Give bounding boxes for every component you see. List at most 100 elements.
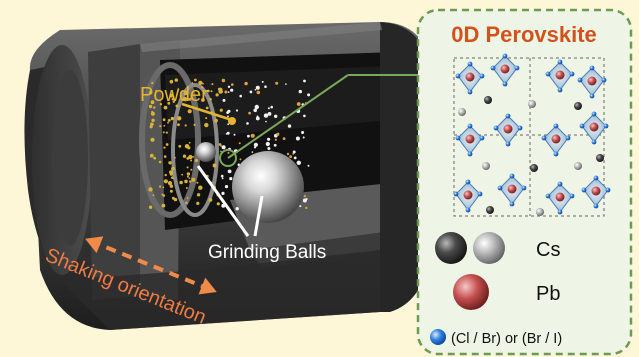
halide-atom <box>581 187 587 193</box>
cs-atom <box>574 162 582 170</box>
powder-particle <box>253 142 258 147</box>
powder-particle <box>163 179 168 184</box>
cs-atom <box>596 154 604 162</box>
halide-atom <box>455 135 461 141</box>
legend-cs: Cs <box>435 232 560 264</box>
powder-particle <box>299 205 302 208</box>
halide-atom <box>493 125 499 131</box>
powder-particle <box>182 154 187 158</box>
powder-particle <box>169 189 173 193</box>
powder-particle <box>227 115 229 118</box>
powder-particle <box>301 131 305 134</box>
powder-particle <box>267 112 272 116</box>
powder-particle <box>163 146 166 149</box>
powder-particle <box>148 205 153 209</box>
legend-pb-label: Pb <box>536 283 560 305</box>
powder-particle <box>215 93 219 97</box>
halide-atom <box>565 135 571 141</box>
legend-halide: (Cl / Br) or (Br / I) <box>430 329 562 347</box>
powder-particle <box>177 116 182 121</box>
powder-particle <box>205 106 209 110</box>
powder-particle <box>149 153 154 158</box>
powder-particle <box>216 202 220 206</box>
cs-atom <box>484 96 492 104</box>
cs-atom <box>486 206 494 214</box>
halide-atom <box>490 65 496 71</box>
powder-particle <box>220 150 222 153</box>
pb-atom-icon <box>453 274 489 310</box>
powder-particle <box>184 144 190 149</box>
powder-particle <box>153 106 156 109</box>
powder-particle <box>224 90 228 94</box>
powder-particle <box>298 89 302 94</box>
powder-particle <box>188 177 191 180</box>
powder-particle <box>270 105 274 109</box>
powder-particle <box>169 93 174 98</box>
halide-atom <box>605 187 611 193</box>
pb-atom <box>551 134 561 144</box>
powder-particle <box>181 173 184 176</box>
powder-particle <box>208 198 213 202</box>
powder-particle <box>169 79 174 84</box>
powder-particle <box>161 203 166 208</box>
halide-atom <box>465 179 471 185</box>
powder-particle <box>217 87 220 90</box>
pb-atom <box>463 190 473 200</box>
powder-particle <box>188 154 193 160</box>
powder-particle <box>186 172 191 176</box>
powder-particle <box>148 104 153 109</box>
powder-particle <box>167 181 173 186</box>
halide-atom <box>497 185 503 191</box>
powder-particle <box>261 80 264 83</box>
powder-particle <box>254 104 259 110</box>
halide-atom <box>557 181 563 187</box>
powder-particle <box>265 141 270 147</box>
powder-particle <box>179 180 183 185</box>
powder-particle <box>295 136 300 141</box>
powder-particle <box>229 177 233 181</box>
powder-particle <box>170 116 175 121</box>
powder-particle <box>167 119 171 122</box>
cs-atom <box>458 108 466 116</box>
powder-particle <box>285 83 287 85</box>
powder-particle <box>293 156 297 160</box>
halide-atom <box>465 207 471 213</box>
powder-particle <box>186 166 189 169</box>
powder-particle <box>151 81 154 85</box>
powder-particle <box>287 124 292 128</box>
powder-particle <box>249 90 253 94</box>
powder-particle <box>171 196 175 200</box>
powder-particle <box>162 186 165 189</box>
powder-particle <box>171 176 174 179</box>
powder-particle <box>174 78 178 82</box>
powder-particle <box>246 122 249 125</box>
powder-particle <box>224 185 229 189</box>
powder-particle <box>185 187 188 189</box>
powder-particle <box>202 82 204 85</box>
powder-particle <box>189 110 192 113</box>
powder-particle <box>163 105 168 110</box>
powder-particle <box>221 191 225 195</box>
powder-particle <box>201 98 205 102</box>
halide-atom <box>509 173 515 179</box>
halide-atom <box>505 113 511 119</box>
powder-particle <box>226 131 230 135</box>
powder-particle <box>250 133 255 138</box>
powder-particle <box>159 103 163 106</box>
powder-particle <box>171 166 175 171</box>
pb-atom <box>587 76 597 86</box>
pb-atom <box>555 70 565 80</box>
powder-particle <box>227 151 230 154</box>
powder-particle <box>214 118 218 123</box>
halide-atom <box>467 151 473 157</box>
halide-atom <box>509 201 515 207</box>
powder-particle <box>292 153 294 155</box>
powder-particle <box>253 146 257 149</box>
halide-atom <box>601 77 607 83</box>
powder-particle <box>239 94 242 98</box>
pb-atom <box>555 192 565 202</box>
powder-particle <box>276 132 280 136</box>
powder-particle <box>148 187 153 192</box>
grinding-ball <box>232 151 304 223</box>
